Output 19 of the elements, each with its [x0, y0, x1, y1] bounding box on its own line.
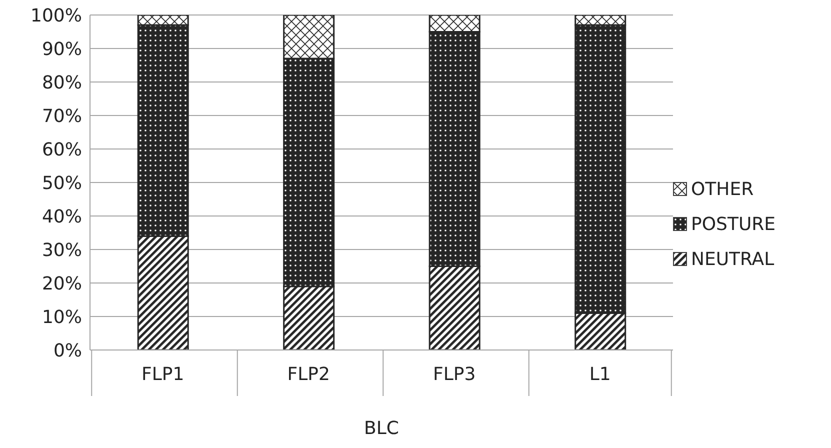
legend-label: POSTURE: [691, 214, 776, 234]
x-axis-title: BLC: [363, 418, 400, 439]
y-tick-label: 90%: [42, 38, 82, 60]
x-tick-label: FLP2: [287, 364, 330, 385]
x-tick-label: L1: [589, 364, 611, 385]
y-tick-label: 80%: [42, 72, 82, 94]
y-tick-label: 60%: [42, 139, 82, 160]
y-tick-label: 20%: [42, 273, 82, 294]
y-tick-label: 40%: [42, 206, 82, 228]
y-tick-label: 30%: [42, 240, 82, 261]
x-tick-label: FLP3: [433, 364, 476, 385]
x-tick-label: FLP1: [142, 364, 184, 385]
y-tick-label: 70%: [42, 106, 82, 127]
legend-label: NEUTRAL: [691, 248, 774, 270]
y-tick-label: 100%: [30, 5, 82, 26]
y-tick-label: 50%: [42, 172, 82, 194]
legend-label: OTHER: [691, 178, 754, 200]
y-tick-label: 0%: [53, 340, 82, 362]
y-tick-label: 10%: [42, 306, 82, 328]
